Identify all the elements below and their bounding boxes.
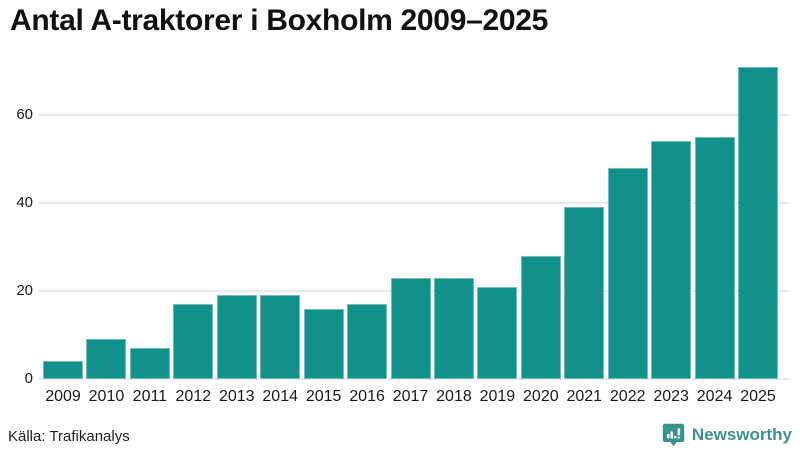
gridline-y60	[38, 114, 789, 116]
bar-2010	[86, 339, 127, 379]
source-note: Källa: Trafikanalys	[8, 428, 130, 445]
bar-2020	[520, 255, 561, 379]
bar-2022	[607, 167, 648, 379]
x-tick-label: 2010	[88, 388, 125, 405]
x-tick-label: 2022	[609, 388, 646, 405]
x-tick-label: 2019	[479, 388, 516, 405]
bar-2016	[347, 304, 388, 379]
gridline-y0	[38, 378, 789, 380]
x-tick-label: 2018	[436, 388, 472, 405]
x-tick-label: 2014	[262, 388, 298, 405]
x-tick-label: 2009	[45, 388, 81, 405]
x-tick-label: 2011	[132, 388, 168, 405]
bar-2011	[129, 348, 170, 379]
bar-2015	[303, 308, 344, 379]
bars-row	[43, 60, 778, 379]
x-tick-label: 2015	[305, 388, 342, 405]
bar-2021	[564, 207, 605, 379]
gridline-y40	[38, 202, 789, 204]
x-tick-label: 2016	[349, 388, 385, 405]
chart-title: Antal A-traktorer i Boxholm 2009–2025	[10, 4, 548, 37]
brand-name: Newsworthy	[691, 425, 792, 444]
plot-area: 0 20 40 60	[16, 60, 789, 387]
x-tick-label: 2020	[523, 388, 559, 405]
x-tick-label: 2024	[696, 388, 733, 405]
x-tick-label: 2013	[218, 388, 255, 405]
y-tick-label: 20	[16, 282, 33, 299]
bar-2013	[216, 295, 257, 379]
bar-2023	[651, 141, 692, 379]
x-tick-label: 2017	[392, 388, 429, 405]
bar-2019	[477, 286, 518, 379]
newsworthy-logo[interactable]: Newsworthy	[662, 423, 792, 447]
bar-2017	[390, 277, 431, 379]
bar-2018	[433, 277, 474, 379]
y-tick-label: 0	[24, 370, 33, 387]
x-tick-label: 2025	[740, 388, 776, 405]
x-tick-label: 2021	[566, 388, 603, 405]
x-tick-label: 2023	[653, 388, 689, 405]
x-axis-labels: 2009 2010 2011 2012 2013 2014 2015 2016 2017 2018…	[43, 388, 778, 406]
bar-2025	[738, 66, 778, 379]
bar-2012	[173, 304, 214, 379]
bar-2014	[260, 295, 301, 379]
x-tick-label: 2012	[175, 388, 212, 405]
bar-chart-speech-bubble-icon	[662, 423, 685, 447]
y-tick-label: 40	[16, 194, 33, 211]
y-tick-label: 60	[16, 106, 33, 123]
bar-2009	[43, 361, 83, 379]
bar-2024	[694, 137, 735, 379]
